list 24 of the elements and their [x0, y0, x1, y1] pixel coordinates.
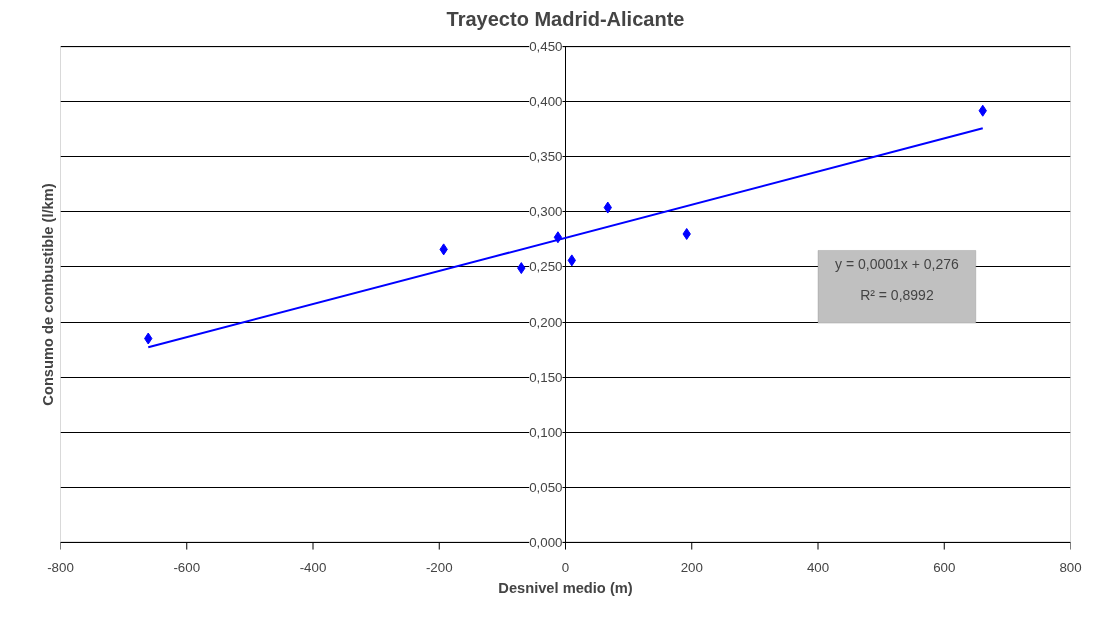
y-tick-label: 0,350 [529, 149, 563, 165]
y-tick-label: 0,150 [529, 369, 563, 385]
y-tick-label: 0,450 [529, 39, 563, 55]
y-tick-label: 0,300 [529, 204, 563, 220]
x-tick-label: -200 [425, 559, 453, 575]
x-axis-title: Desnivel medio (m) [498, 579, 633, 596]
y-axis-title: Consumo de combustible (l/km) [39, 183, 56, 406]
x-tick-label: -600 [173, 559, 201, 575]
y-tick-label: 0,200 [529, 314, 563, 330]
y-tick-label: 0,400 [529, 94, 563, 110]
chart-title: Trayecto Madrid-Alicante [446, 7, 685, 30]
x-tick-label: 400 [806, 559, 830, 575]
annotation: y = 0,0001x + 0,276 [835, 255, 959, 272]
x-tick-label: 0 [561, 559, 570, 575]
y-tick-label: 0,250 [529, 259, 563, 275]
x-tick-label: 800 [1059, 559, 1082, 575]
x-tick-label: -800 [47, 559, 74, 575]
x-tick-label: -400 [299, 559, 327, 575]
annotation: R² = 0,8992 [860, 286, 934, 303]
y-tick-label: 0,000 [529, 534, 563, 550]
y-tick-label: 0,100 [529, 424, 563, 440]
x-tick-label: 200 [680, 559, 703, 575]
y-tick-label: 0,050 [529, 479, 563, 495]
x-tick-label: 600 [933, 559, 956, 575]
